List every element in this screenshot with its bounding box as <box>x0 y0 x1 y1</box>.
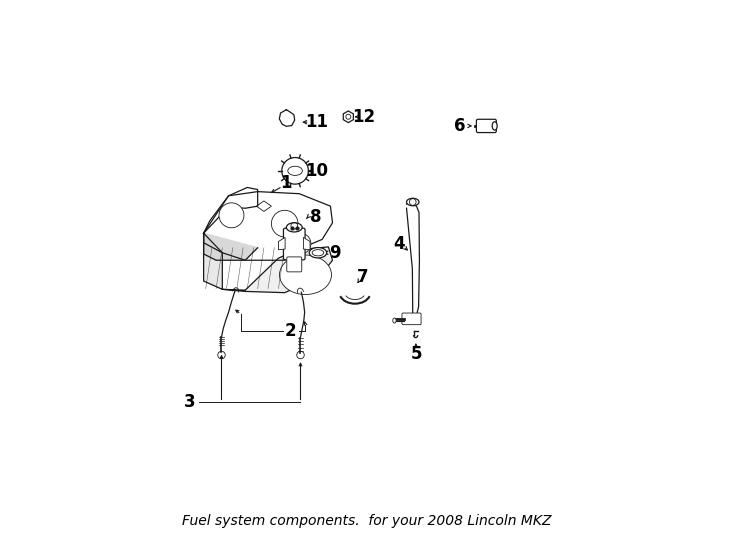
Ellipse shape <box>286 223 302 232</box>
Text: 2: 2 <box>285 322 297 340</box>
Polygon shape <box>203 233 258 260</box>
Circle shape <box>272 210 298 237</box>
Polygon shape <box>203 187 258 233</box>
Text: 5: 5 <box>411 345 423 363</box>
Text: 12: 12 <box>352 108 375 126</box>
Ellipse shape <box>393 318 396 323</box>
Text: 4: 4 <box>393 234 405 253</box>
Polygon shape <box>407 203 419 319</box>
Polygon shape <box>203 233 222 289</box>
Text: 9: 9 <box>329 244 341 262</box>
Text: 3: 3 <box>184 394 196 411</box>
Polygon shape <box>344 111 353 123</box>
Polygon shape <box>222 247 333 293</box>
FancyBboxPatch shape <box>287 257 302 272</box>
FancyBboxPatch shape <box>283 228 305 260</box>
Polygon shape <box>278 238 285 250</box>
Text: 11: 11 <box>305 113 329 131</box>
FancyBboxPatch shape <box>476 119 496 133</box>
Text: 10: 10 <box>305 162 329 180</box>
Ellipse shape <box>342 283 368 302</box>
Text: 6: 6 <box>454 117 465 135</box>
Polygon shape <box>280 110 294 126</box>
Text: 8: 8 <box>310 207 321 226</box>
FancyBboxPatch shape <box>402 313 421 325</box>
Circle shape <box>282 158 308 184</box>
Ellipse shape <box>309 247 327 258</box>
Ellipse shape <box>407 198 419 206</box>
Text: Fuel system components.  for your 2008 Lincoln MKZ: Fuel system components. for your 2008 Li… <box>182 514 552 528</box>
Ellipse shape <box>493 122 497 130</box>
Polygon shape <box>303 238 310 250</box>
Text: 1: 1 <box>280 174 291 192</box>
Ellipse shape <box>280 255 332 294</box>
Circle shape <box>219 203 244 228</box>
Polygon shape <box>203 192 333 260</box>
Circle shape <box>290 233 311 254</box>
Text: 7: 7 <box>357 268 368 286</box>
